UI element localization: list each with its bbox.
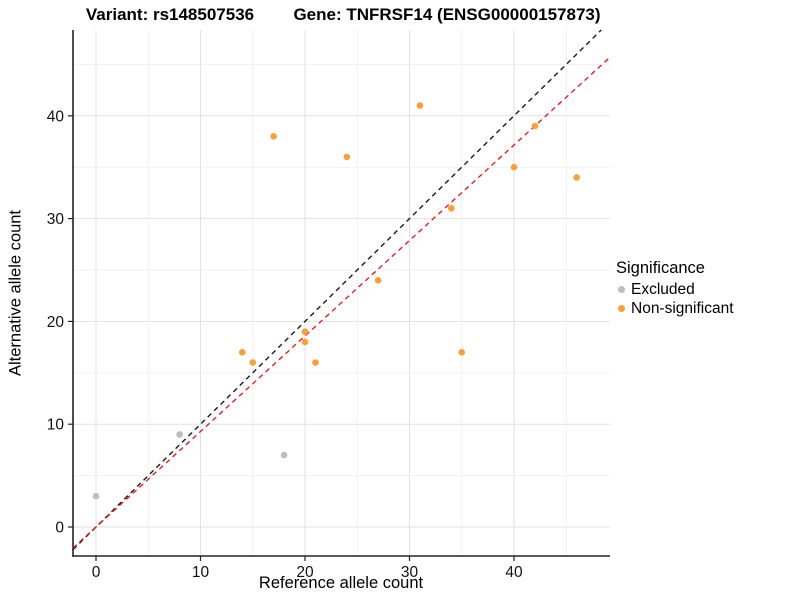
data-point-non-significant — [301, 338, 309, 346]
legend-title: Significance — [616, 259, 705, 277]
legend-item-label: Non-significant — [631, 300, 734, 317]
x-tick-label: 0 — [92, 564, 101, 581]
data-point-excluded — [280, 451, 288, 459]
y-tick-label: 0 — [55, 520, 64, 537]
x-axis-label: Reference allele count — [258, 574, 424, 592]
data-point-excluded — [92, 492, 100, 500]
data-point-non-significant — [531, 122, 539, 130]
data-point-non-significant — [239, 348, 246, 356]
y-tick-label: 40 — [47, 108, 65, 125]
data-point-non-significant — [343, 153, 351, 161]
legend-item-non-significant: Non-significant — [616, 300, 734, 317]
identity-line — [72, 29, 602, 551]
data-point-non-significant — [458, 348, 466, 356]
x-tick-label: 10 — [192, 564, 210, 581]
x-tick-label: 30 — [401, 564, 419, 581]
data-point-non-significant — [374, 276, 382, 284]
data-point-non-significant — [448, 205, 455, 212]
regression-line — [72, 56, 611, 549]
y-tick-label: 20 — [47, 314, 65, 331]
excluded-point-icon — [618, 286, 625, 293]
data-point-non-significant — [270, 133, 277, 140]
data-point-non-significant — [301, 328, 309, 335]
x-tick-label: 20 — [296, 564, 314, 581]
y-axis-label: Alternative allele count — [6, 209, 25, 377]
data-point-non-significant — [416, 102, 424, 109]
y-tick-label: 10 — [47, 417, 65, 434]
plot-title-gene: Gene: TNFRSF14 (ENSG00000157873) — [293, 5, 601, 24]
legend: Significance Excluded Non-significant — [616, 259, 734, 317]
data-point-non-significant — [312, 359, 319, 366]
y-tick-label: 30 — [47, 211, 65, 228]
x-tick-label: 40 — [505, 564, 523, 581]
legend-item-label: Excluded — [631, 281, 695, 298]
legend-item-excluded: Excluded — [616, 281, 734, 298]
plot-title-variant: Variant: rs148507536 — [85, 5, 255, 24]
data-point-non-significant — [510, 163, 518, 171]
data-point-excluded — [176, 431, 183, 438]
data-point-non-significant — [573, 174, 580, 181]
data-point-non-significant — [249, 359, 257, 366]
non-significant-point-icon — [618, 305, 625, 312]
